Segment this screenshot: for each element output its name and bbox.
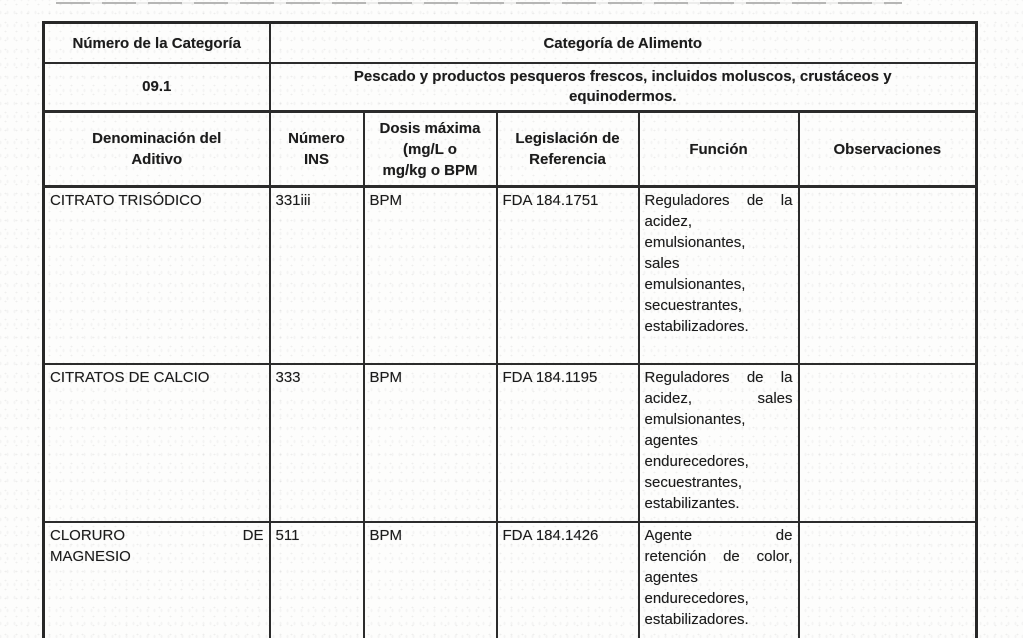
category-number-label: Número de la Categoría [42,21,271,64]
legislation-cell: FDA 184.1426 [495,521,640,638]
column-header-additive: Denominación del Aditivo [42,110,271,188]
ins-number-cell: 333 [268,363,365,523]
ins-number-cell: 511 [268,521,365,638]
function-cell: Agente de retención de color, agentes endur… [637,521,800,638]
additive-row: CLORURO DE MAGNESIO 511 BPM FDA 184.1426 … [42,521,978,638]
additive-row: CITRATOS DE CALCIO 333 BPM FDA 184.1195 … [42,363,978,523]
category-header-row: Número de la Categoría Categoría de Alim… [42,21,978,64]
ins-number-cell: 331iii [268,185,365,365]
column-header-row: Denominación del Aditivo Número INS Dosi… [42,110,978,188]
legislation-cell: FDA 184.1751 [495,185,640,365]
category-name-label: Categoría de Alimento [268,21,978,64]
observations-cell [797,363,978,523]
additive-name-cell: CITRATOS DE CALCIO [42,363,271,523]
max-dose-cell: BPM [362,521,498,638]
function-cell: Reguladores de la acidez, emulsionantes, sa… [637,185,800,365]
column-header-ins: Número INS [268,110,365,188]
additive-row: CITRATO TRISÓDICO 331iii BPM FDA 184.175… [42,185,978,365]
column-header-function: Función [637,110,800,188]
scan-artifact-line [56,2,902,4]
legislation-cell: FDA 184.1195 [495,363,640,523]
additive-name-cell: CLORURO DE MAGNESIO [42,521,271,638]
max-dose-cell: BPM [362,185,498,365]
category-value-row: 09.1 Pescado y productos pesqueros fresc… [42,62,978,113]
observations-cell [797,185,978,365]
category-number-value: 09.1 [42,62,271,113]
column-header-observations: Observaciones [797,110,978,188]
column-header-dose: Dosis máxima (mg/L o mg/kg o BPM [362,110,498,188]
max-dose-cell: BPM [362,363,498,523]
column-header-legislation: Legislación de Referencia [495,110,640,188]
food-additive-category-table: Número de la Categoría Categoría de Alim… [42,21,979,638]
observations-cell [797,521,978,638]
function-cell: Reguladores de la acidez, sales emulsionan… [637,363,800,523]
additive-name-cell: CITRATO TRISÓDICO [42,185,271,365]
category-description: Pescado y productos pesqueros frescos, i… [268,62,978,113]
